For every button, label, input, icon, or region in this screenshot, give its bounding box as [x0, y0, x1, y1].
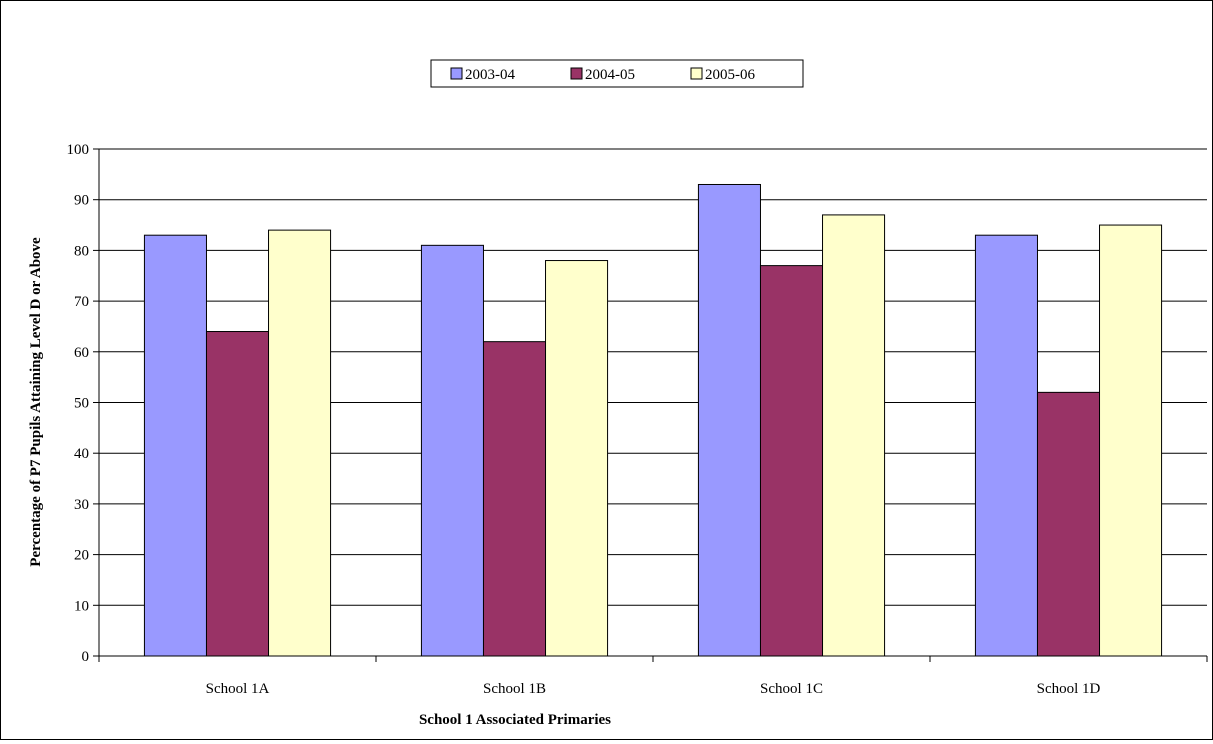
legend-label: 2004-05 [585, 67, 635, 83]
legend-swatch-2004-05 [570, 67, 583, 80]
x-tick-label: School 1A [206, 681, 270, 697]
bar-2003-04-school-1b [420, 244, 484, 657]
y-tick-label: 70 [74, 294, 89, 310]
bar-2004-05-school-1d [1036, 391, 1101, 657]
bar-2003-04-school-1c [697, 183, 761, 657]
y-tick-label: 50 [74, 396, 89, 412]
bar-2005-06-school-1c [822, 214, 886, 657]
legend-label: 2003-04 [465, 67, 515, 83]
bar-2005-06-school-1a [268, 229, 332, 657]
y-tick-label: 80 [74, 243, 89, 259]
y-tick-label: 60 [74, 345, 89, 361]
legend-box [430, 59, 804, 88]
bar-2003-04-school-1a [143, 234, 207, 657]
legend-label: 2005-06 [705, 67, 755, 83]
y-tick-label: 100 [67, 142, 90, 158]
y-tick-labels: 0 10 20 30 40 50 60 70 80 90 100 [67, 142, 90, 665]
bar-2004-05-school-1b [482, 341, 547, 657]
y-tick-label: 90 [74, 193, 89, 209]
legend-swatch-2005-06 [690, 67, 703, 80]
y-tick-label: 30 [74, 497, 89, 513]
x-axis-label: School 1 Associated Primaries [419, 712, 611, 728]
bar-2005-06-school-1b [545, 260, 609, 657]
bar-2004-05-school-1a [205, 331, 270, 657]
x-tick-label: School 1C [760, 681, 823, 697]
y-axis-label: Percentage of P7 Pupils Attaining Level … [28, 237, 44, 567]
y-tick-label: 40 [74, 446, 89, 462]
x-tick-labels: School 1A School 1B School 1C School 1D [206, 681, 1101, 697]
axes [93, 148, 1208, 662]
x-tick-label: School 1B [483, 681, 546, 697]
y-tick-label: 20 [74, 548, 89, 564]
x-tick-label: School 1D [1037, 681, 1101, 697]
legend: 2003-04 2004-05 2005-06 [430, 59, 804, 88]
bar-2005-06-school-1d [1099, 224, 1163, 657]
bars [143, 183, 1163, 657]
y-tick-label: 0 [82, 649, 90, 665]
bar-2003-04-school-1d [974, 234, 1038, 657]
y-tick-label: 10 [74, 598, 89, 614]
bar-2004-05-school-1c [759, 265, 824, 657]
legend-swatch-2003-04 [450, 67, 463, 80]
